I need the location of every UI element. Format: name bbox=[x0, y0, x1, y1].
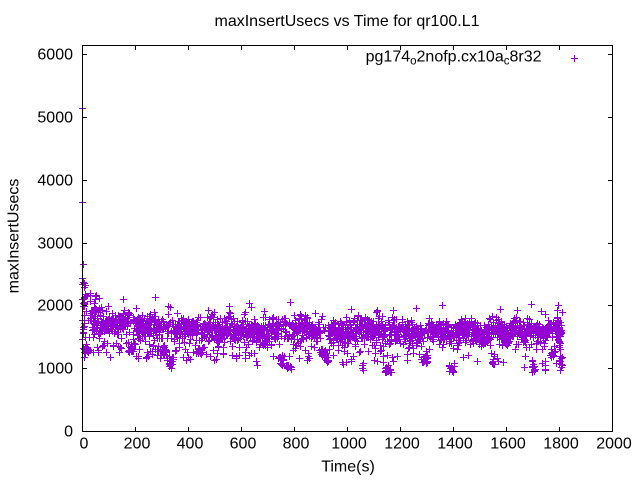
svg-text:2000: 2000 bbox=[596, 436, 632, 453]
svg-text:pg174o2nofp.cx10ac8r32: pg174o2nofp.cx10ac8r32 bbox=[366, 49, 542, 68]
svg-text:3000: 3000 bbox=[37, 236, 73, 253]
svg-text:600: 600 bbox=[230, 436, 257, 453]
svg-text:1800: 1800 bbox=[543, 436, 579, 453]
svg-text:1200: 1200 bbox=[384, 436, 420, 453]
svg-text:5000: 5000 bbox=[37, 110, 73, 127]
svg-text:maxInsertUsecs vs Time for qr1: maxInsertUsecs vs Time for qr100.L1 bbox=[215, 13, 480, 30]
svg-text:2000: 2000 bbox=[37, 298, 73, 315]
svg-text:1000: 1000 bbox=[331, 436, 367, 453]
svg-text:400: 400 bbox=[177, 436, 204, 453]
svg-text:Time(s): Time(s) bbox=[321, 459, 375, 476]
svg-text:800: 800 bbox=[283, 436, 310, 453]
svg-text:maxInsertUsecs: maxInsertUsecs bbox=[6, 179, 23, 294]
svg-text:1000: 1000 bbox=[37, 361, 73, 378]
svg-text:0: 0 bbox=[80, 436, 89, 453]
svg-text:6000: 6000 bbox=[37, 47, 73, 64]
svg-text:1600: 1600 bbox=[490, 436, 526, 453]
svg-text:0: 0 bbox=[64, 424, 73, 441]
svg-text:1400: 1400 bbox=[437, 436, 473, 453]
svg-text:4000: 4000 bbox=[37, 173, 73, 190]
svg-text:200: 200 bbox=[124, 436, 151, 453]
